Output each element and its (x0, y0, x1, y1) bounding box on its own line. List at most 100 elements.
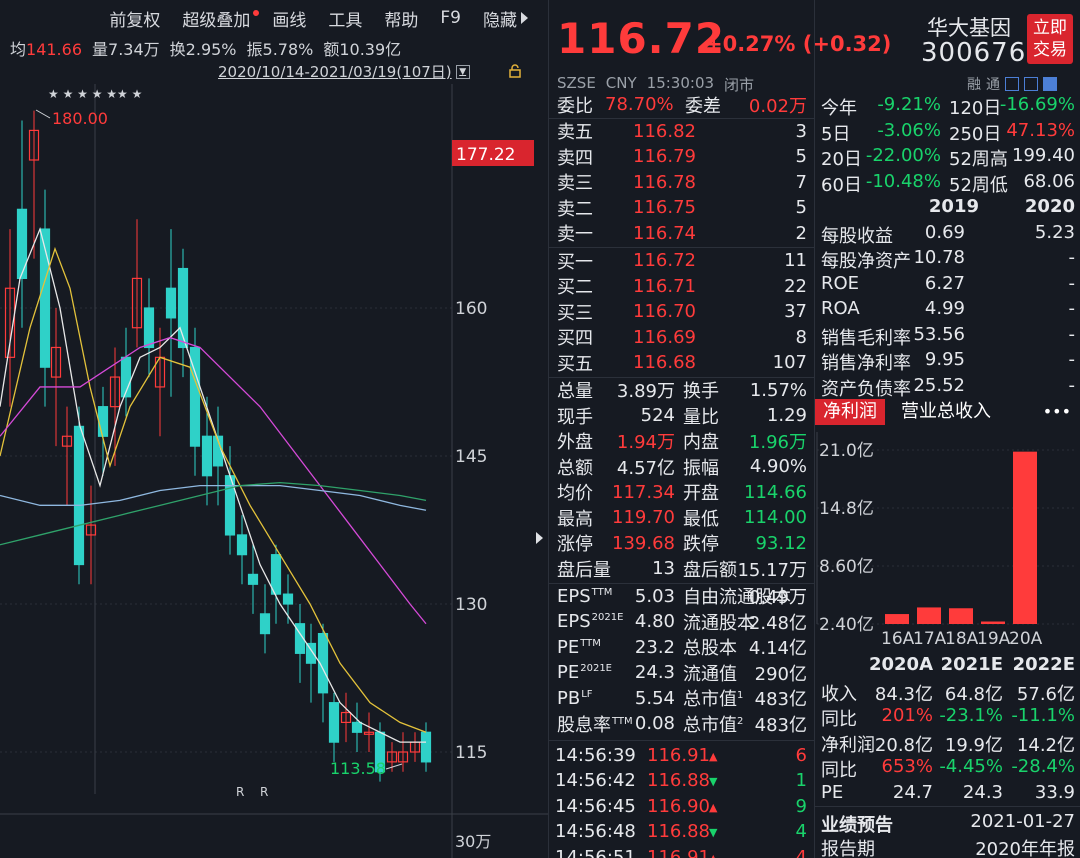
valuation-value: 5.03 (634, 585, 675, 607)
order-ratio-row: 委比 78.70% 委差 0.02万 (549, 92, 815, 118)
currency-label: CNY (605, 74, 637, 92)
mini-x-tick: 20A (1009, 629, 1043, 649)
ask-row[interactable]: 卖二 116.75 5 (549, 195, 815, 221)
tick-time: 14:56:42 (555, 770, 636, 792)
forecast-header: 2022E (1012, 654, 1075, 675)
ma120-line (0, 484, 427, 511)
valuation-label: 流通股本 (683, 612, 755, 634)
quote-panel: 116.72 +0.27% (+0.32) SZSE CNY 15:30:03 … (548, 0, 891, 858)
detail-label: 均价 (557, 483, 593, 505)
valuation-label: PBLF (557, 687, 593, 709)
separator (549, 117, 815, 119)
valuation-row: EPSTTM 5.03 自由流通股本 0.49万 (549, 584, 815, 610)
forecast-row: PE 24.7 24.3 33.9 (815, 780, 1080, 806)
financial-row: 销售净利率 9.95 - (815, 347, 1080, 374)
ask-price: 116.74 (633, 222, 696, 244)
candle-body (363, 731, 375, 735)
valuation-value: 24.3 (634, 662, 675, 684)
menu-item-1[interactable]: 超级叠加 (171, 6, 261, 31)
valuation-suffix: 2021E (591, 612, 624, 624)
candle-body (270, 554, 282, 595)
separator (815, 806, 1080, 807)
kline-chart-pane[interactable]: 前复权 超级叠加 画线 工具 帮助 F9 隐藏 均141.66 量7.34万 换2.95% … (0, 0, 548, 858)
bell-icon[interactable] (1024, 77, 1038, 91)
menu-item-3[interactable]: 工具 (328, 10, 363, 31)
dropdown-icon[interactable]: ▼ (455, 64, 470, 79)
bid-volume: 11 (784, 250, 807, 272)
financial-label: ROE (821, 272, 860, 294)
tick-volume: 6 (795, 744, 807, 766)
connect-label: 通 (986, 77, 1000, 93)
bid-row[interactable]: 买四 116.69 8 (549, 325, 815, 351)
tab-0[interactable]: 净利润 (815, 399, 885, 425)
menu-item-6[interactable]: 隐藏 (483, 10, 517, 31)
trade-now-button[interactable]: 立即 交易 (1027, 14, 1073, 64)
current-price-tag (452, 140, 534, 166)
stock-code: 300676 (921, 38, 1027, 68)
detail-label: 内盘 (683, 432, 719, 454)
ask-label: 卖五 (557, 122, 593, 144)
edit-icon[interactable] (1005, 77, 1019, 91)
tab-1[interactable]: 营业总收入 (901, 401, 991, 422)
financial-value-2019: 0.69 (924, 221, 965, 243)
bid-row[interactable]: 买三 116.70 37 (549, 299, 815, 325)
notice-row[interactable]: 业绩预告 2021-01-27 (815, 809, 1080, 836)
bid-row[interactable]: 买二 116.71 22 (549, 274, 815, 300)
bid-volume: 107 (772, 352, 807, 374)
ask-row[interactable]: 卖四 116.79 5 (549, 144, 815, 170)
date-range-selector[interactable]: 2020/10/14-2021/03/19(107日) ▼ (218, 61, 470, 82)
forecast-row: 同比 201% -23.1% -11.1% (815, 703, 1080, 730)
ask-volume: 5 (795, 146, 807, 168)
financial-label: 资产负债率 (821, 378, 911, 400)
forecast-value: -23.1% (939, 705, 1003, 726)
menu-expand-icon[interactable] (521, 12, 528, 24)
candlestick-chart[interactable]: 160 145 130 115 ★ ★ ★ ★ ★★ ★ 177.22 180.00 113.… (0, 84, 548, 858)
valuation-value: 290亿 (754, 663, 807, 685)
detail-value: 3.89万 (616, 381, 675, 403)
margin-toolbar: 融 通 (967, 74, 1057, 94)
forecast-value: 14.2亿 (1016, 734, 1075, 756)
return-value: 47.13% (1006, 119, 1075, 141)
ask-row[interactable]: 卖一 116.74 2 (549, 221, 815, 247)
date-range-label: 2020/10/14-2021/03/19(107日) (218, 63, 452, 81)
return-row: 20日 -22.00% 52周高 199.40 (815, 143, 1080, 170)
bid-row[interactable]: 买一 116.72 11 (549, 248, 815, 274)
detail-row: 外盘 1.94万 内盘 1.96万 (549, 429, 815, 455)
detail-value: 15.17万 (737, 559, 807, 581)
menu-item-0[interactable]: 前复权 (109, 10, 161, 31)
ma10-line (0, 246, 427, 733)
financial-label: 销售毛利率 (821, 327, 911, 349)
financial-row: 每股收益 0.69 5.23 (815, 220, 1080, 247)
menu-item-5[interactable]: F9 (440, 8, 461, 28)
expand-right-icon[interactable] (536, 532, 543, 544)
financial-row: 资产负债率 25.52 - (815, 373, 1080, 400)
notice-label: 业绩预告 (821, 815, 893, 836)
valuation-suffix: 2021E (580, 663, 613, 675)
forecast-value: 84.3亿 (874, 683, 933, 705)
candle-body (294, 623, 306, 654)
detail-value: 1.94万 (616, 432, 675, 454)
menu-item-2[interactable]: 画线 (272, 10, 307, 31)
notification-dot (253, 9, 260, 16)
weicha-value: 0.02万 (748, 95, 807, 117)
return-value: 68.06 (1023, 170, 1075, 192)
bid-row[interactable]: 买五 116.68 107 (549, 350, 815, 376)
return-label: 60日 (821, 174, 862, 196)
price-change: +0.27% (+0.32) (705, 32, 892, 56)
ask-row[interactable]: 卖三 116.78 7 (549, 170, 815, 196)
stat-turnover: 换2.95% (169, 40, 237, 59)
valuation-row: 股息率TTM 0.08 总市值2 483亿 (549, 711, 815, 737)
candle-body (420, 731, 432, 763)
current-price-tag-label: 177.22 (456, 145, 515, 165)
year-header: 2020 (1024, 196, 1075, 217)
valuation-value: 23.2 (634, 636, 675, 658)
ask-row[interactable]: 卖五 116.82 3 (549, 119, 815, 145)
mini-y-tick: 21.0亿 (819, 441, 874, 461)
lock-icon[interactable] (508, 64, 522, 78)
more-icon[interactable]: ••• (1042, 402, 1071, 421)
candle-body (328, 702, 340, 743)
add-icon[interactable] (1043, 77, 1057, 91)
mini-x-tick: 18A (945, 629, 979, 649)
menu-item-4[interactable]: 帮助 (384, 10, 419, 31)
forecast-row: 同比 653% -4.45% -28.4% (815, 754, 1080, 781)
